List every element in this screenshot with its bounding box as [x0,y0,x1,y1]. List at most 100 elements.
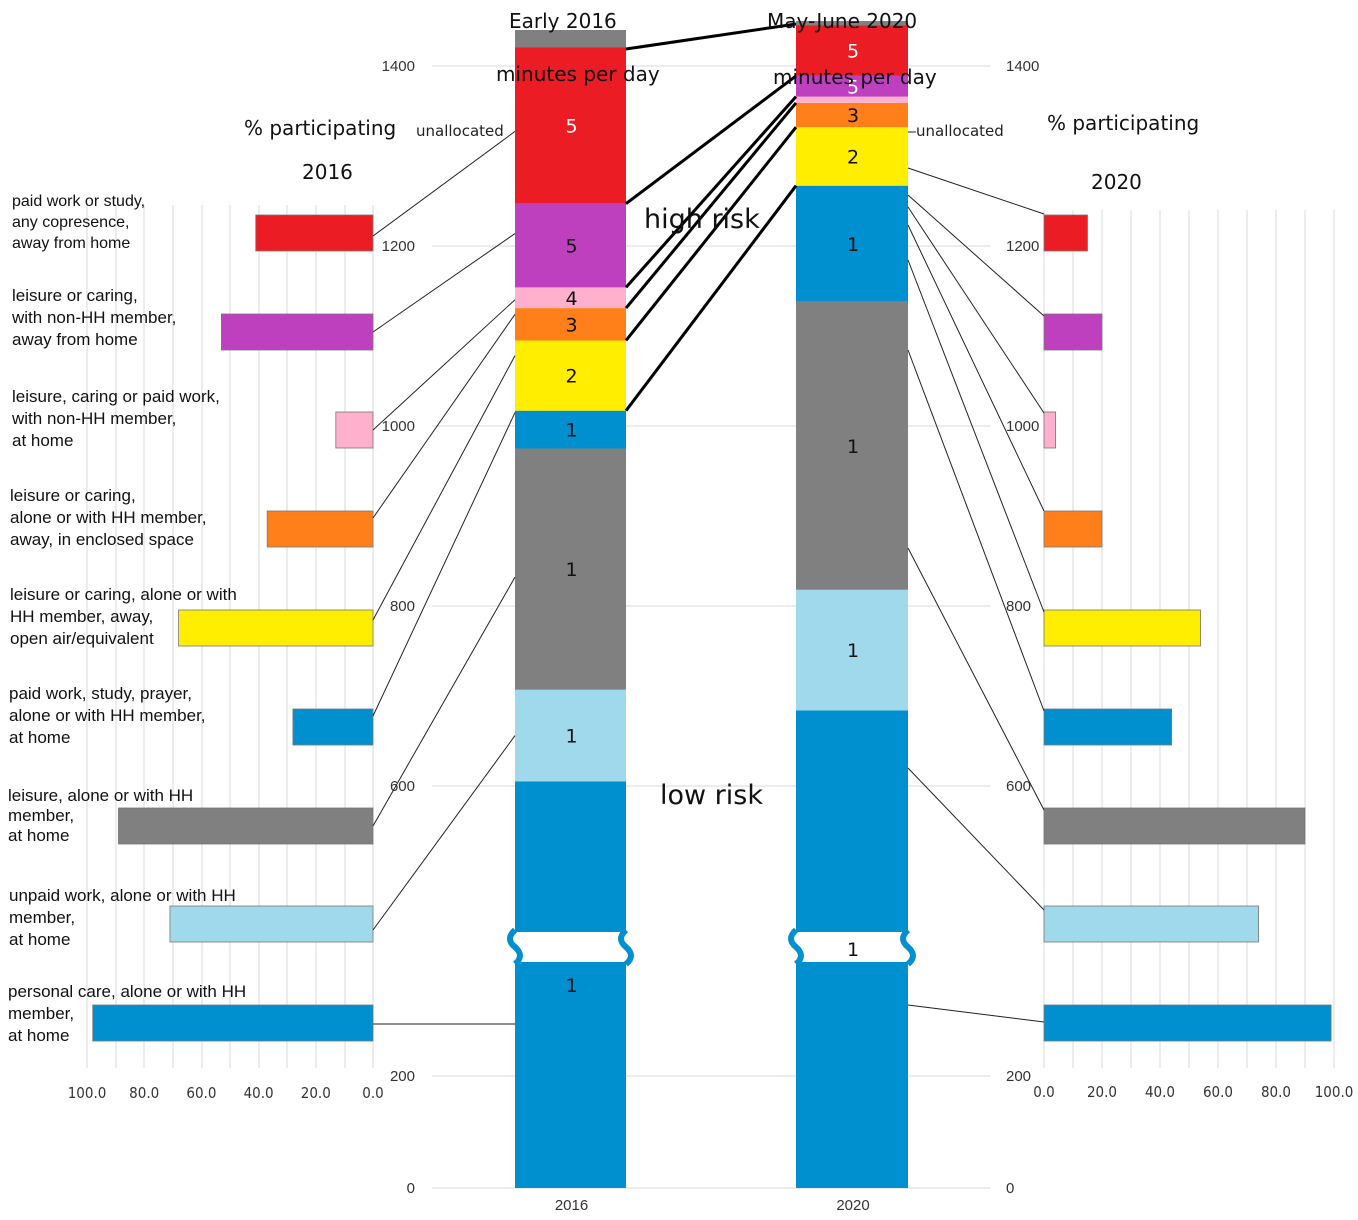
right-period-title: May-June 2020 [767,9,918,33]
stack-segment-2020 [796,25,908,76]
right-x-tick-label: 100.0 [1315,1083,1354,1101]
stack-segment-2016 [515,308,626,341]
risk-label-2016: 5 [565,115,577,137]
leader-line-2020 [907,349,1045,712]
leader-line-2016 [372,576,516,827]
leader-line-2020 [907,547,1045,811]
connector-boundary [624,126,798,342]
stack-segment-2016 [515,203,626,288]
risk-label-2016: 1 [565,975,577,997]
left-participation-year: 2016 [302,160,353,184]
stack-segment-2020 [796,127,908,186]
participation-bar-2016 [178,609,374,647]
unallocated-segment-2016 [515,30,626,48]
left-y-tick-label: 1400 [382,58,415,75]
unallocated-segment-2020 [796,21,908,26]
column-label-2016: 2016 [555,1197,588,1214]
left-y-tick-label: 0 [407,1180,415,1197]
risk-label-2016: 4 [565,288,577,310]
left-y-tick-label: 800 [390,598,415,615]
stack-segment-2016 [515,47,626,204]
axis-break-left-2020 [788,927,804,967]
right-x-tick-label: 40.0 [1145,1083,1175,1101]
participation-bar-2016 [92,1004,374,1042]
left-x-tick-label: 80.0 [129,1084,159,1102]
axis-break-right-2016 [618,927,634,967]
risk-label-2020: 3 [847,105,859,127]
risk-label-2016: 1 [565,559,577,581]
stack-segment-2016 [515,287,626,309]
leader-line-2020 [907,206,1045,414]
left-x-tick-label: 60.0 [186,1084,216,1102]
category-label-open-air: leisure or caring, alone or with HH memb… [10,585,237,648]
risk-label-2020: 5 [847,76,859,98]
stack-segment-2016 [515,781,626,1188]
participation-bar-2016 [169,905,374,943]
stack-segment-2020 [796,102,908,128]
leader-line-2016 [372,735,516,931]
axis-break-gap-2016 [509,932,632,962]
right-y-tick-label: 0 [1006,1180,1014,1197]
left-unit-label: minutes per day [496,62,660,86]
risk-label-2016: 1 [565,420,577,442]
right-x-tick-label: 60.0 [1203,1083,1233,1101]
participation-bar-2016 [118,807,374,845]
axis-break-left-2016 [507,927,523,967]
leader-line-2020 [907,1004,1045,1023]
stack-segment-2016 [515,689,626,782]
right-y-tick-label: 800 [1006,598,1031,615]
leader-line-2016 [372,355,516,621]
participation-bar-2020 [1043,1004,1332,1042]
participation-bar-2016 [221,313,374,351]
right-y-tick-label: 1200 [1006,238,1039,255]
leader-line-2016 [372,299,516,431]
right-participation-title: % participating [1047,111,1200,135]
leader-line-2016 [372,314,516,519]
right-participation-year: 2020 [1091,170,1142,194]
column-label-2020: 2020 [836,1197,869,1214]
category-label-unpaid-work-home: unpaid work, alone or with HH member, at… [9,886,236,949]
risk-label-2016: 5 [565,236,577,258]
left-y-tick-label: 200 [390,1068,415,1085]
left-x-tick-label: 20.0 [301,1084,331,1102]
unallocated-label-2020: unallocated [916,122,1004,140]
participation-bar-2016 [255,214,374,252]
participation-bar-2020 [1043,807,1306,845]
leader-line-2020 [907,167,1045,215]
left-period-title: Early 2016 [509,9,617,33]
participation-bar-2016 [266,510,374,548]
category-label-leisure-home: leisure, alone or with HH member, at hom… [8,786,194,845]
risk-label-2016: 3 [565,314,577,336]
left-y-tick-label: 1200 [382,238,415,255]
connector-boundary [625,74,797,205]
participation-bar-2020 [1043,905,1260,943]
risk-label-2020: 1 [847,640,859,662]
risk-label-2020: 2 [847,146,859,168]
participation-bar-2016 [292,708,374,746]
right-x-tick-label: 80.0 [1261,1083,1291,1101]
left-x-tick-label: 40.0 [244,1084,274,1102]
risk-label-2016: 1 [565,726,577,748]
stack-segment-2016 [515,340,626,411]
participation-bar-2020 [1043,214,1088,252]
participation-bar-2020 [1043,708,1172,746]
right-y-tick-label: 200 [1006,1068,1031,1085]
low-risk-label: low risk [660,780,763,811]
right-y-tick-label: 1400 [1006,58,1039,75]
stack-segment-2020 [796,301,908,590]
left-y-tick-label: 1000 [382,418,415,435]
connector-boundary [624,184,798,412]
risk-label-2016: 2 [565,366,577,388]
right-y-tick-label: 600 [1006,778,1031,795]
participation-bar-2020 [1043,510,1103,548]
category-label-personal-care-home: personal care, alone or with HH member, … [8,982,247,1045]
connector-boundary [624,95,798,289]
right-x-tick-label: 20.0 [1087,1083,1117,1101]
connector-boundary [624,101,798,310]
category-label-paid-work-home: paid work, study, prayer, alone or with … [9,684,206,747]
leader-line-2016 [372,412,516,717]
left-x-tick-label: 100.0 [68,1084,107,1102]
stack-segment-2016 [515,448,626,690]
left-y-tick-label: 600 [390,778,415,795]
